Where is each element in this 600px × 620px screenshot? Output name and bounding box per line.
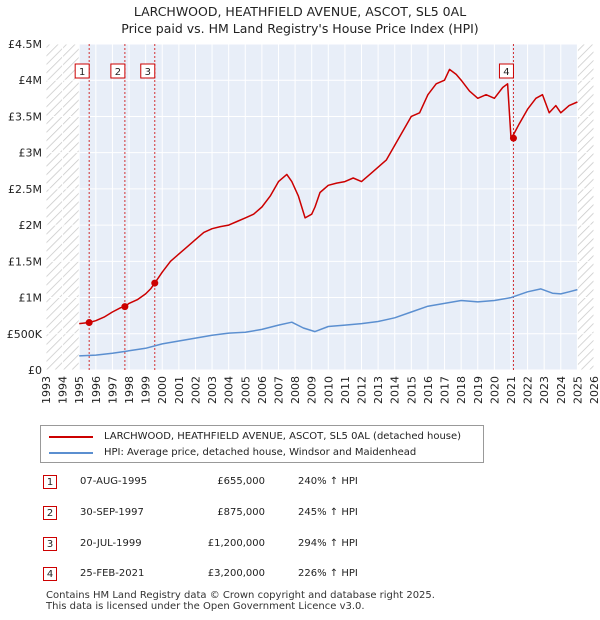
- transaction-date: 30-SEP-1997: [80, 507, 144, 518]
- x-tick-label: 1999: [140, 376, 153, 404]
- sale-label-box: [140, 63, 156, 79]
- transaction-date: 25-FEB-2021: [80, 568, 145, 579]
- sale-label: 4: [503, 67, 509, 78]
- transaction-row: 1 07-AUG-1995 £655,000 240% ↑ HPI: [0, 475, 600, 495]
- x-tick-label: 2011: [339, 376, 352, 404]
- plot-background: [46, 44, 594, 370]
- y-tick-label: £3.5M: [8, 110, 42, 123]
- sale-label: 3: [145, 67, 151, 78]
- footer-copyright: Contains HM Land Registry data © Crown c…: [46, 590, 435, 601]
- x-tick-label: 2026: [588, 376, 600, 404]
- footer-licence: This data is licensed under the Open Gov…: [46, 601, 365, 612]
- x-tick-label: 2000: [156, 376, 169, 404]
- footer: Contains HM Land Registry data © Crown c…: [46, 590, 435, 612]
- x-tick-label: 2018: [455, 376, 468, 404]
- x-tick-label: 1998: [123, 376, 136, 404]
- y-tick-label: £500K: [7, 328, 43, 341]
- x-tick-label: 2024: [555, 376, 568, 404]
- transaction-price: £1,200,000: [207, 538, 265, 549]
- x-tick-label: 2002: [189, 376, 202, 404]
- transaction-hpi: 240% ↑ HPI: [298, 476, 358, 487]
- y-tick-label: £4.5M: [8, 38, 42, 51]
- x-tick-label: 2019: [472, 376, 485, 404]
- x-tick-label: 2021: [505, 376, 518, 404]
- x-tick-label: 2008: [289, 376, 302, 404]
- transaction-date: 07-AUG-1995: [80, 476, 148, 487]
- transaction-badge: 2: [43, 506, 57, 520]
- transaction-badge: 4: [43, 567, 57, 581]
- x-tick-label: 2015: [405, 376, 418, 404]
- sale-point: [85, 319, 93, 327]
- transaction-hpi: 226% ↑ HPI: [298, 568, 358, 579]
- sale-point: [151, 279, 159, 287]
- x-tick-label: 1993: [40, 376, 53, 404]
- transaction-price: £3,200,000: [207, 568, 265, 579]
- x-tick-label: 1995: [73, 376, 86, 404]
- x-tick-label: 1997: [106, 376, 119, 404]
- chart-subtitle: Price paid vs. HM Land Registry's House …: [121, 21, 478, 36]
- x-tick-label: 2009: [306, 376, 319, 404]
- x-tick-label: 1996: [90, 376, 103, 404]
- x-tick-label: 2013: [372, 376, 385, 404]
- x-tick-label: 2022: [522, 376, 535, 404]
- sale-label-box: [74, 63, 90, 79]
- sale-label: 2: [115, 67, 121, 78]
- series-line-hpi: [79, 288, 578, 357]
- x-tick-label: 2001: [173, 376, 186, 404]
- series-line-property: [79, 68, 578, 325]
- legend: LARCHWOOD, HEATHFIELD AVENUE, ASCOT, SL5…: [40, 425, 484, 463]
- sale-label-box: [498, 63, 514, 79]
- x-tick-label: 2003: [206, 376, 219, 404]
- x-tick-label: 2014: [389, 376, 402, 404]
- x-tick-label: 2020: [488, 376, 501, 404]
- transaction-badge: 3: [43, 537, 57, 551]
- transaction-price: £655,000: [217, 476, 265, 487]
- legend-swatch-hpi: [49, 452, 93, 454]
- y-tick-label: £4M: [19, 74, 43, 87]
- x-tick-label: 2007: [272, 376, 285, 404]
- y-tick-label: £1M: [19, 292, 43, 305]
- x-tick-label: 2010: [322, 376, 335, 404]
- transaction-date: 20-JUL-1999: [80, 538, 142, 549]
- sale-point: [509, 134, 517, 142]
- x-tick-label: 2012: [356, 376, 369, 404]
- x-tick-label: 2006: [256, 376, 269, 404]
- hatched-region: [577, 44, 594, 370]
- price-chart: LARCHWOOD, HEATHFIELD AVENUE, ASCOT, SL5…: [7, 4, 600, 404]
- legend-label-hpi: HPI: Average price, detached house, Wind…: [104, 447, 417, 458]
- y-tick-label: £0: [28, 364, 42, 377]
- y-tick-label: £2M: [19, 219, 43, 232]
- x-tick-label: 2017: [439, 376, 452, 404]
- transaction-row: 2 30-SEP-1997 £875,000 245% ↑ HPI: [0, 506, 600, 526]
- x-tick-label: 1994: [57, 376, 70, 404]
- legend-swatch-property: [49, 436, 93, 438]
- x-tick-label: 2025: [571, 376, 584, 404]
- transaction-hpi: 245% ↑ HPI: [298, 507, 358, 518]
- x-tick-label: 2016: [422, 376, 435, 404]
- transaction-price: £875,000: [217, 507, 265, 518]
- x-tick-label: 2004: [223, 376, 236, 404]
- y-tick-label: £2.5M: [8, 183, 42, 196]
- sale-point: [121, 303, 129, 311]
- x-tick-label: 2023: [538, 376, 551, 404]
- sale-label-box: [110, 63, 126, 79]
- transaction-badge: 1: [43, 475, 57, 489]
- transaction-row: 4 25-FEB-2021 £3,200,000 226% ↑ HPI: [0, 567, 600, 587]
- legend-label-property: LARCHWOOD, HEATHFIELD AVENUE, ASCOT, SL5…: [104, 431, 462, 442]
- x-tick-label: 2005: [239, 376, 252, 404]
- y-tick-label: £3M: [19, 147, 43, 160]
- transaction-row: 3 20-JUL-1999 £1,200,000 294% ↑ HPI: [0, 537, 600, 557]
- transaction-hpi: 294% ↑ HPI: [298, 538, 358, 549]
- sale-label: 1: [79, 67, 85, 78]
- y-tick-label: £1.5M: [8, 255, 42, 268]
- chart-title: LARCHWOOD, HEATHFIELD AVENUE, ASCOT, SL5…: [134, 4, 466, 19]
